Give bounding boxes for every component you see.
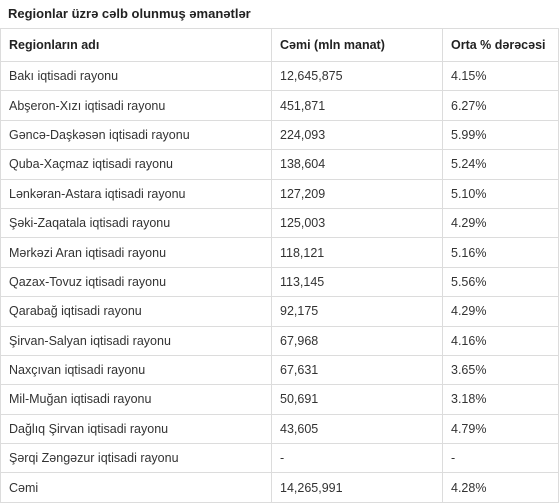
total-cell: 224,093 — [271, 119, 443, 151]
rate-cell: 4.16% — [442, 325, 559, 356]
region-name-cell: Bakı iqtisadi rayonu — [0, 60, 272, 92]
rate-cell: 5.24% — [442, 149, 559, 180]
total-cell: 12,645,875 — [271, 60, 443, 92]
table-caption: Regionlar üzrə cəlb olunmuş əmanətlər — [8, 6, 251, 21]
total-cell: 125,003 — [271, 207, 443, 239]
rate-cell: 4.79% — [442, 413, 559, 445]
table-row: Şəki-Zaqatala iqtisadi rayonu 125,003 4.… — [0, 207, 559, 239]
table-row: Lənkəran-Astara iqtisadi rayonu 127,209 … — [0, 178, 559, 209]
rate-cell: 3.18% — [442, 384, 559, 415]
column-header-rate: Orta % dərəcəsi — [442, 28, 559, 62]
rate-cell: 3.65% — [442, 354, 559, 386]
table-row: Quba-Xaçmaz iqtisadi rayonu 138,604 5.24… — [0, 149, 559, 180]
rate-cell: 5.10% — [442, 178, 559, 209]
region-name-cell: Qazax-Tovuz iqtisadi rayonu — [0, 266, 272, 298]
total-cell: 67,631 — [271, 354, 443, 386]
total-cell: 67,968 — [271, 325, 443, 356]
table-row: Abşeron-Xızı iqtisadi rayonu 451,871 6.2… — [0, 90, 559, 121]
total-cell: - — [271, 443, 443, 474]
table-total-row: Cəmi 14,265,991 4.28% — [0, 472, 559, 503]
table-row: Mil-Muğan iqtisadi rayonu 50,691 3.18% — [0, 384, 559, 415]
table-row: Qazax-Tovuz iqtisadi rayonu 113,145 5.56… — [0, 266, 559, 298]
deposits-table: Regionların adı Cəmi (mln manat) Orta % … — [0, 28, 559, 503]
rate-cell: 5.16% — [442, 237, 559, 268]
rate-cell: 4.29% — [442, 207, 559, 239]
grand-total-cell: 14,265,991 — [271, 472, 443, 503]
region-name-cell: Dağlıq Şirvan iqtisadi rayonu — [0, 413, 272, 445]
total-cell: 43,605 — [271, 413, 443, 445]
column-header-region: Regionların adı — [0, 28, 272, 62]
region-name-cell: Abşeron-Xızı iqtisadi rayonu — [0, 90, 272, 121]
table-row: Naxçıvan iqtisadi rayonu 67,631 3.65% — [0, 354, 559, 386]
region-name-cell: Quba-Xaçmaz iqtisadi rayonu — [0, 149, 272, 180]
rate-cell: 4.29% — [442, 296, 559, 327]
table-row: Bakı iqtisadi rayonu 12,645,875 4.15% — [0, 60, 559, 92]
total-cell: 118,121 — [271, 237, 443, 268]
rate-cell: 5.99% — [442, 119, 559, 151]
region-name-cell: Mərkəzi Aran iqtisadi rayonu — [0, 237, 272, 268]
region-name-cell: Gəncə-Daşkəsən iqtisadi rayonu — [0, 119, 272, 151]
region-name-cell: Qarabağ iqtisadi rayonu — [0, 296, 272, 327]
rate-cell: 5.56% — [442, 266, 559, 298]
total-cell: 127,209 — [271, 178, 443, 209]
region-name-cell: Naxçıvan iqtisadi rayonu — [0, 354, 272, 386]
rate-cell: - — [442, 443, 559, 474]
rate-cell: 6.27% — [442, 90, 559, 121]
table-row: Mərkəzi Aran iqtisadi rayonu 118,121 5.1… — [0, 237, 559, 268]
table-row: Şirvan-Salyan iqtisadi rayonu 67,968 4.1… — [0, 325, 559, 356]
table-header-row: Regionların adı Cəmi (mln manat) Orta % … — [0, 28, 559, 62]
region-name-cell: Lənkəran-Astara iqtisadi rayonu — [0, 178, 272, 209]
total-label-cell: Cəmi — [0, 472, 272, 503]
total-cell: 50,691 — [271, 384, 443, 415]
region-name-cell: Şəki-Zaqatala iqtisadi rayonu — [0, 207, 272, 239]
total-cell: 138,604 — [271, 149, 443, 180]
total-cell: 92,175 — [271, 296, 443, 327]
region-name-cell: Şərqi Zəngəzur iqtisadi rayonu — [0, 443, 272, 474]
column-header-total: Cəmi (mln manat) — [271, 28, 443, 62]
rate-cell: 4.15% — [442, 60, 559, 92]
total-cell: 113,145 — [271, 266, 443, 298]
table-row: Şərqi Zəngəzur iqtisadi rayonu - - — [0, 443, 559, 474]
average-rate-cell: 4.28% — [442, 472, 559, 503]
table-row: Dağlıq Şirvan iqtisadi rayonu 43,605 4.7… — [0, 413, 559, 445]
region-name-cell: Şirvan-Salyan iqtisadi rayonu — [0, 325, 272, 356]
table-row: Gəncə-Daşkəsən iqtisadi rayonu 224,093 5… — [0, 119, 559, 151]
region-name-cell: Mil-Muğan iqtisadi rayonu — [0, 384, 272, 415]
total-cell: 451,871 — [271, 90, 443, 121]
table-row: Qarabağ iqtisadi rayonu 92,175 4.29% — [0, 296, 559, 327]
